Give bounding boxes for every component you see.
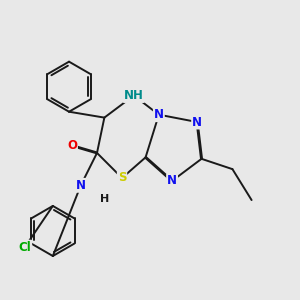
Text: H: H bbox=[100, 194, 109, 204]
Text: N: N bbox=[192, 116, 202, 128]
Text: N: N bbox=[167, 174, 177, 188]
Text: O: O bbox=[67, 139, 77, 152]
Text: S: S bbox=[118, 172, 126, 184]
Text: N: N bbox=[154, 108, 164, 121]
Text: Cl: Cl bbox=[19, 241, 31, 254]
Text: NH: NH bbox=[124, 89, 144, 102]
Text: N: N bbox=[76, 179, 86, 192]
